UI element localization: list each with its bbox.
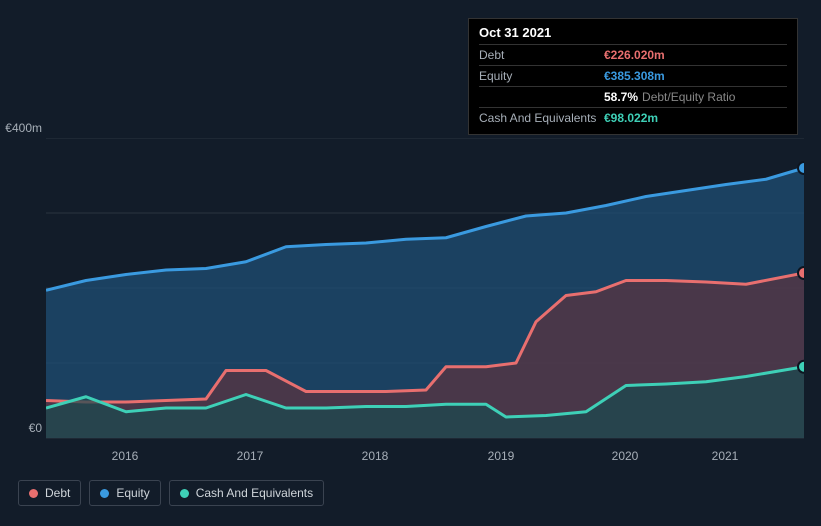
legend-swatch xyxy=(180,489,189,498)
tooltip-ratio-label: Debt/Equity Ratio xyxy=(642,90,735,104)
x-axis-label: 2020 xyxy=(612,449,639,463)
tooltip-row: 58.7% Debt/Equity Ratio xyxy=(479,86,787,107)
tooltip-title: Oct 31 2021 xyxy=(479,25,787,44)
legend-item-label: Cash And Equivalents xyxy=(196,486,313,500)
tooltip-row: Cash And Equivalents€98.022m xyxy=(479,107,787,128)
x-axis-label: 2021 xyxy=(712,449,739,463)
tooltip-row-value: €385.308m xyxy=(604,69,665,83)
tooltip-row: Debt€226.020m xyxy=(479,44,787,65)
tooltip: Oct 31 2021 Debt€226.020mEquity€385.308m… xyxy=(468,18,798,135)
debt-end-marker xyxy=(798,267,804,279)
chart-container: €400m €0 2016 2017 2018 2019 2020 2021 Oct 31… xyxy=(0,0,821,526)
legend-swatch xyxy=(100,489,109,498)
legend-item[interactable]: Equity xyxy=(89,480,160,506)
tooltip-row-value: €226.020m xyxy=(604,48,665,62)
tooltip-row-label: Debt xyxy=(479,48,604,62)
legend-item[interactable]: Cash And Equivalents xyxy=(169,480,324,506)
x-axis-label: 2016 xyxy=(112,449,139,463)
equity-end-marker xyxy=(798,162,804,174)
tooltip-row-value: €98.022m xyxy=(604,111,658,125)
tooltip-ratio-pct: 58.7% xyxy=(604,90,638,104)
legend-swatch xyxy=(29,489,38,498)
tooltip-row-label xyxy=(479,90,604,104)
legend: Debt Equity Cash And Equivalents xyxy=(18,480,324,506)
tooltip-row: Equity€385.308m xyxy=(479,65,787,86)
cash-end-marker xyxy=(798,361,804,373)
legend-item-label: Debt xyxy=(45,486,70,500)
chart-plot xyxy=(46,138,804,440)
x-axis-label: 2018 xyxy=(362,449,389,463)
x-axis-label: 2019 xyxy=(488,449,515,463)
y-axis-min-label: €0 xyxy=(29,421,42,435)
tooltip-row-label: Equity xyxy=(479,69,604,83)
tooltip-row-label: Cash And Equivalents xyxy=(479,111,604,125)
y-axis-max-label: €400m xyxy=(5,121,42,135)
x-axis-label: 2017 xyxy=(237,449,264,463)
legend-item-label: Equity xyxy=(116,486,149,500)
legend-item[interactable]: Debt xyxy=(18,480,81,506)
